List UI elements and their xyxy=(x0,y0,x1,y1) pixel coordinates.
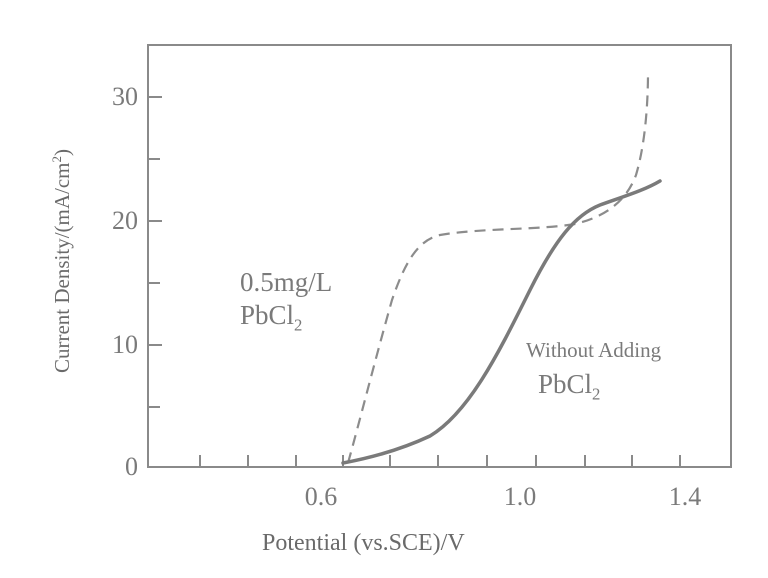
y-tick-label-30: 30 xyxy=(112,82,138,111)
x-tick-label-0.6: 0.6 xyxy=(304,482,338,511)
y-axis-title-end: ) xyxy=(50,148,74,156)
annotation-dashed-line2: PbCl2 xyxy=(240,299,303,335)
x-axis-title: Potential (vs.SCE)/V xyxy=(262,530,465,556)
y-ticks xyxy=(148,96,162,408)
y-tick-label-20: 20 xyxy=(112,206,138,235)
annotation-solid-series: Without Adding PbCl2 xyxy=(526,338,661,404)
y-tick-label-0: 0 xyxy=(125,452,138,481)
annotation-dashed-line1: 0.5mg/L xyxy=(240,267,333,297)
x-ticks xyxy=(199,455,681,467)
x-tick-label-1.0: 1.0 xyxy=(503,482,537,511)
y-axis-title: Current Density/(mA/cm2) xyxy=(49,116,75,406)
annotation-solid-line2: PbCl2 xyxy=(538,368,601,403)
series-solid-no-pbcl2 xyxy=(341,179,662,465)
y-tick-label-10: 10 xyxy=(112,330,138,359)
y-axis-title-main: Current Density/(mA/cm xyxy=(50,162,74,374)
plot-frame xyxy=(147,44,732,468)
annotation-dashed-series: 0.5mg/L PbCl2 xyxy=(240,266,332,336)
series-dashed-pbcl2 xyxy=(346,71,650,464)
x-tick-label-1.4: 1.4 xyxy=(668,482,702,511)
annotation-solid-line1: Without Adding xyxy=(526,338,662,362)
y-axis-title-sup: 2 xyxy=(49,155,64,163)
